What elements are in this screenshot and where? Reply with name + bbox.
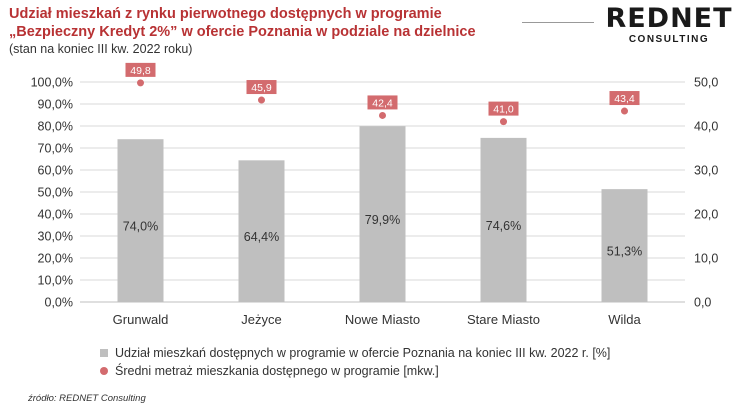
bar-chart: 0,0% 10,0% 20,0% 30,0% 40,0% 50,0% 60,0% 70,0% 8… xyxy=(31,62,718,327)
legend-bar-swatch xyxy=(100,349,108,357)
source-note: źródło: REDNET Consulting xyxy=(28,393,146,404)
marker-value-label: 43,4 xyxy=(614,93,635,105)
marker-value-label: 42,4 xyxy=(372,97,393,109)
y-right-tick-label: 20,0 xyxy=(694,208,718,222)
chart-title: Udział mieszkań z rynku pierwotnego dost… xyxy=(9,5,529,41)
legend-bar-label: Udział mieszkań dostępnych w programie w… xyxy=(115,346,611,360)
x-tick-label: Nowe Miasto xyxy=(345,312,420,327)
y-left-tick-label: 100,0% xyxy=(31,76,73,90)
y-right-tick-label: 10,0 xyxy=(694,252,718,266)
chart-title-line2: „Bezpieczny Kredyt 2%” w ofercie Poznani… xyxy=(9,24,476,40)
y-left-tick-label: 30,0% xyxy=(38,230,73,244)
rednet-logo: REDNET CONSULTING xyxy=(604,4,734,46)
marker-label-box xyxy=(488,101,519,116)
legend-item-markers: Średni metraż mieszkania dostępnego w pr… xyxy=(100,362,610,380)
bar-value-label: 74,6% xyxy=(486,219,521,233)
legend-marker-swatch xyxy=(100,367,108,375)
avg-size-marker xyxy=(500,118,507,126)
y-left-tick-label: 0,0% xyxy=(45,296,74,310)
title-divider xyxy=(522,22,594,23)
marker-label-box xyxy=(246,80,277,95)
y-left-tick-label: 60,0% xyxy=(38,164,73,178)
marker-value-label: 49,8 xyxy=(130,65,151,77)
bar-value-label: 79,9% xyxy=(365,213,400,227)
y-right-tick-label: 50,0 xyxy=(694,76,718,90)
logo-sub-text: CONSULTING xyxy=(628,34,710,45)
avg-size-marker xyxy=(621,107,628,115)
y-right-tick-label: 0,0 xyxy=(694,296,711,310)
y-left-tick-label: 80,0% xyxy=(38,120,73,134)
bar xyxy=(238,160,285,302)
avg-size-marker xyxy=(379,111,386,119)
chart-subtitle: (stan na koniec III kw. 2022 roku) xyxy=(9,42,193,56)
bar-value-label: 74,0% xyxy=(123,220,158,234)
avg-size-marker xyxy=(137,79,144,87)
marker-label-box xyxy=(609,91,640,106)
x-tick-label: Stare Miasto xyxy=(467,312,540,327)
bar xyxy=(601,189,648,302)
y-left-tick-label: 10,0% xyxy=(38,274,73,288)
y-left-tick-label: 50,0% xyxy=(38,186,73,200)
y-right-tick-label: 30,0 xyxy=(694,164,718,178)
bar xyxy=(359,126,406,302)
y-left-tick-label: 40,0% xyxy=(38,208,73,222)
marker-label-box xyxy=(367,95,398,110)
bar-value-label: 64,4% xyxy=(244,230,279,244)
legend-marker-label: Średni metraż mieszkania dostępnego w pr… xyxy=(115,364,439,378)
bar-value-label: 51,3% xyxy=(607,245,642,259)
chart-legend: Udział mieszkań dostępnych w programie w… xyxy=(100,344,610,380)
legend-item-bars: Udział mieszkań dostępnych w programie w… xyxy=(100,344,610,362)
marker-label-box xyxy=(125,62,156,77)
x-tick-label: Jeżyce xyxy=(241,312,281,327)
chart-title-line1: Udział mieszkań z rynku pierwotnego dost… xyxy=(9,6,442,22)
logo-main-text: REDNET xyxy=(605,3,733,34)
bar xyxy=(480,137,527,302)
avg-size-marker xyxy=(258,96,265,104)
x-tick-label: Grunwald xyxy=(113,312,169,327)
y-left-tick-label: 70,0% xyxy=(38,142,73,156)
x-tick-label: Wilda xyxy=(608,312,641,327)
y-right-tick-label: 40,0 xyxy=(694,120,718,134)
marker-value-label: 41,0 xyxy=(493,104,514,116)
y-left-tick-label: 20,0% xyxy=(38,252,73,266)
bar xyxy=(117,139,164,302)
y-left-tick-label: 90,0% xyxy=(38,98,73,112)
marker-value-label: 45,9 xyxy=(251,82,272,94)
